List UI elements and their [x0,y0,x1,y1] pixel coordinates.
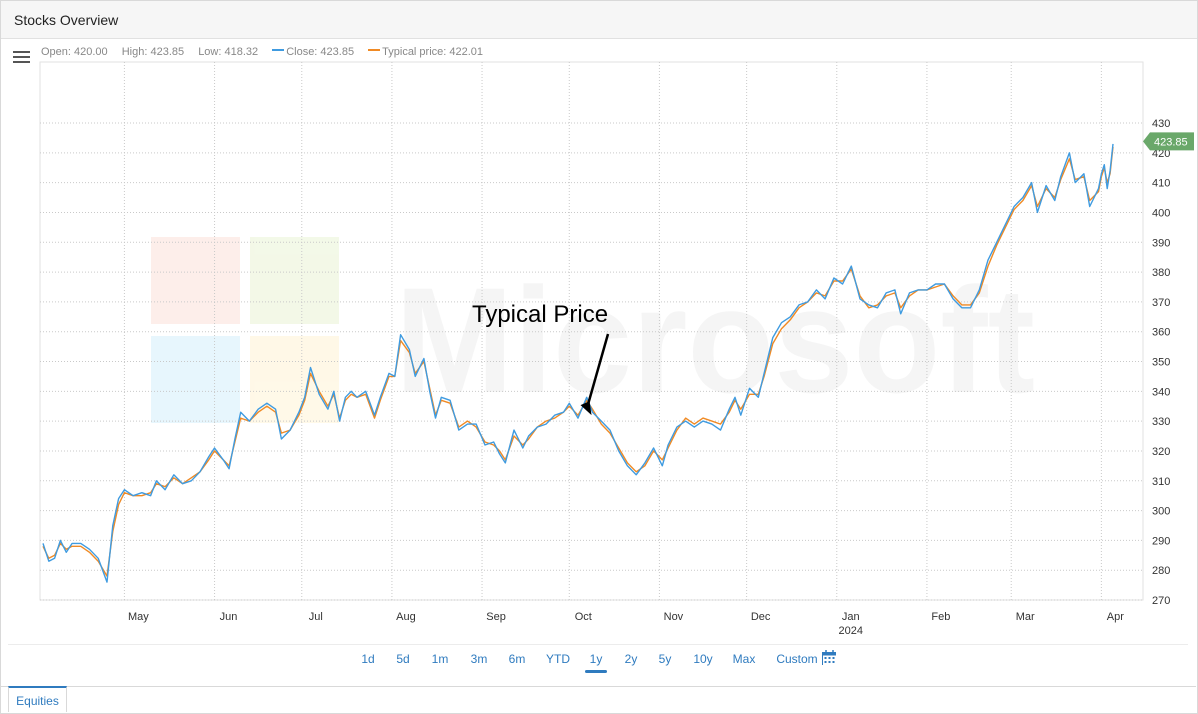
typical-readout-item: Typical price: 422.01 [368,46,483,58]
y-tick-label: 400 [1152,207,1170,219]
price-chart[interactable]: Microsoft 270 280 290 300 310 320 330 340 350 360 3… [0,0,1198,640]
title-bar: Stocks Overview [1,1,1197,39]
annotation-text: Typical Price [472,301,608,328]
annotation-arrow-head [580,401,592,416]
x-tick-label: Apr [1107,611,1124,623]
x-tick-label: May [128,611,149,623]
y-tick-label: 390 [1152,237,1170,249]
watermark-square-yellow [250,336,339,423]
x-tick-label: Jul [309,611,323,623]
y-tick-label: 380 [1152,267,1170,279]
y-tick-label: 420 [1152,148,1170,160]
typical-swatch [368,49,381,52]
watermark-text: Microsoft [395,256,1035,424]
y-tick-label: 430 [1152,118,1170,130]
open-readout: Open: 420.00 [41,46,108,58]
range-button-max[interactable]: Max [732,652,756,666]
range-button-1m[interactable]: 1m [431,652,449,666]
x-tick-label: Oct [575,611,592,623]
y-tick-label: 310 [1152,476,1170,488]
y-tick-label: 290 [1152,535,1170,547]
typical-readout: Typical price: 422.01 [382,46,484,58]
bottom-tab-bar: Equities [0,686,1196,713]
range-button-2y[interactable]: 2y [624,652,638,666]
watermark-square-red [151,237,240,324]
range-button-5y[interactable]: 5y [658,652,672,666]
y-tick-label: 370 [1152,297,1170,309]
x-tick-label: Aug [396,611,416,623]
range-button-1y[interactable]: 1y [589,652,603,666]
range-button-1d[interactable]: 1d [361,652,375,666]
last-price-badge [1143,132,1194,151]
range-button-6m[interactable]: 6m [508,652,526,666]
window-title: Stocks Overview [14,12,119,28]
range-button-custom[interactable]: Custom [776,652,818,666]
high-readout: High: 423.85 [121,46,185,58]
annotation-arrow-shaft [586,333,610,407]
x-tick-label: Sep [486,611,506,623]
x-tick-label: Jun [220,611,238,623]
tab-equities[interactable]: Equities [8,686,67,712]
watermark-square-blue [151,336,240,423]
x-tick-label: Mar [1016,611,1035,623]
y-tick-label: 360 [1152,327,1170,339]
x-tick-label: Jan [842,611,860,623]
close-readout-item: Close: 423.85 [272,46,354,58]
y-tick-label: 300 [1152,506,1170,518]
close-readout: Close: 423.85 [286,46,355,58]
selected-range-indicator [585,670,607,673]
range-separator [8,644,1188,645]
calendar-icon[interactable] [822,650,836,665]
close-swatch [272,49,285,52]
watermark-square-green [250,237,339,324]
y-tick-label: 270 [1152,595,1170,607]
y-tick-label: 410 [1152,178,1170,190]
y-tick-label: 280 [1152,565,1170,577]
microsoft-watermark-logo [151,237,339,423]
series-line-close [42,143,1114,583]
y-tick-label: 320 [1152,446,1170,458]
y-tick-label: 350 [1152,357,1170,369]
x-tick-label: Feb [931,611,950,623]
last-price-label: 423.85 [1154,136,1188,148]
low-readout: Low: 418.32 [198,46,259,58]
y-tick-label: 330 [1152,416,1170,428]
range-button-3m[interactable]: 3m [470,652,488,666]
range-button-10y[interactable]: 10y [693,652,713,666]
ohlc-readout: Open: 420.00 High: 423.85 Low: 418.32 Cl… [41,46,494,58]
x-tick-label: Dec [751,611,771,623]
range-selector: 1d 5d 1m 3m 6m YTD 1y 2y 5y 10y Max Custom [0,650,1196,676]
range-button-ytd[interactable]: YTD [546,652,570,666]
x-tick-label: Nov [664,611,684,623]
x-tick-sublabel: 2024 [839,625,863,637]
hamburger-menu-icon[interactable] [13,51,30,64]
y-tick-label: 340 [1152,386,1170,398]
range-button-5d[interactable]: 5d [396,652,410,666]
